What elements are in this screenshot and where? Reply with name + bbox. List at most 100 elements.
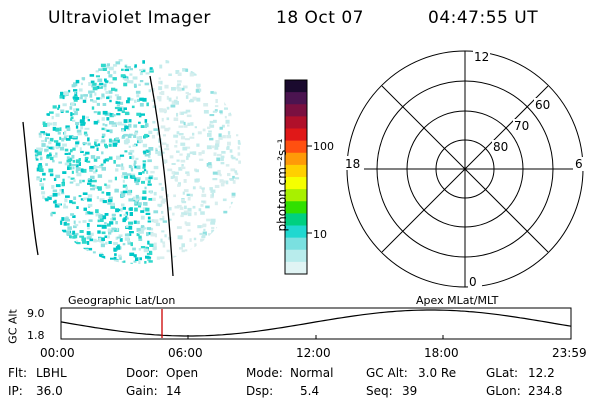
uv-speckle <box>181 201 187 204</box>
uv-speckle <box>102 103 107 106</box>
uv-speckle <box>41 143 46 147</box>
uv-speckle <box>99 198 105 202</box>
uv-speckle <box>192 205 196 209</box>
uv-speckle <box>210 221 216 225</box>
uv-speckle <box>95 209 99 213</box>
uv-speckle <box>185 91 189 95</box>
uv-speckle <box>229 178 234 181</box>
uv-speckle <box>208 164 213 169</box>
uv-speckle <box>197 225 202 229</box>
uv-speckle <box>101 166 106 171</box>
uv-speckle <box>55 174 61 179</box>
uv-speckle <box>126 173 132 176</box>
uv-speckle <box>220 157 224 162</box>
xtick-18-00: 18:00 <box>424 346 459 360</box>
uv-speckle <box>97 78 103 83</box>
polar-plot: 12 6 0 18 60 70 80 <box>344 50 587 289</box>
uv-speckle <box>236 134 239 137</box>
uv-speckle <box>180 214 184 218</box>
uv-speckle <box>80 123 86 126</box>
uv-speckle <box>206 145 212 150</box>
uv-speckle <box>165 60 170 64</box>
uv-speckle <box>145 177 150 181</box>
uv-speckle <box>123 175 129 179</box>
uv-speckle <box>210 124 215 128</box>
uv-speckle <box>66 156 70 159</box>
uv-speckle <box>43 132 48 136</box>
uv-speckle <box>108 196 113 200</box>
uv-speckle <box>189 72 194 77</box>
uv-speckle <box>143 150 147 154</box>
uv-speckle <box>156 256 160 260</box>
time-label: 04:47:55 UT <box>428 8 539 28</box>
uv-speckle <box>138 235 142 239</box>
uv-speckle <box>57 192 61 196</box>
uv-speckle <box>144 154 150 157</box>
uv-speckle <box>135 257 139 261</box>
altitude-plot-right-title: Apex MLat/MLT <box>416 294 499 307</box>
uv-speckle <box>176 159 180 162</box>
uv-speckle <box>222 135 226 139</box>
uv-speckle <box>198 88 202 92</box>
uv-speckle <box>160 125 166 129</box>
uv-speckle <box>111 87 116 91</box>
uv-speckle <box>126 80 131 84</box>
uv-speckle <box>70 149 73 153</box>
uv-speckle <box>152 88 155 92</box>
uv-speckle <box>73 89 78 92</box>
uv-speckle <box>89 184 95 187</box>
uv-speckle <box>90 155 96 159</box>
uv-speckle <box>107 199 113 203</box>
uv-speckle <box>183 85 188 89</box>
uv-speckle <box>109 66 114 71</box>
uv-speckle <box>87 182 92 185</box>
uv-speckle <box>181 198 185 202</box>
colorbar-cell <box>285 80 307 93</box>
uv-speckle <box>96 196 99 200</box>
uv-speckle <box>215 140 220 144</box>
uv-speckle <box>190 71 195 74</box>
uv-speckle <box>175 140 178 144</box>
altitude-plot-frame <box>60 307 572 340</box>
uv-speckle <box>58 161 62 164</box>
uv-speckle <box>179 153 183 156</box>
uv-speckle <box>63 130 67 135</box>
uv-speckle <box>208 130 212 133</box>
uv-speckle <box>163 108 166 112</box>
uv-speckle <box>70 118 73 121</box>
uv-speckle <box>132 175 135 179</box>
uv-speckle <box>159 108 164 113</box>
uv-speckle <box>234 177 240 180</box>
uv-speckle <box>143 227 147 230</box>
altitude-ytick-9: 9.0 <box>27 307 45 320</box>
uv-speckle <box>177 80 182 83</box>
uv-speckle <box>146 170 149 174</box>
uv-speckle <box>133 160 137 164</box>
uv-speckle <box>136 233 140 237</box>
uv-speckle <box>51 211 56 215</box>
uv-speckle <box>75 242 81 245</box>
uv-speckle <box>82 99 87 103</box>
uv-speckle <box>145 255 150 259</box>
uv-speckle <box>68 135 74 139</box>
uv-speckle <box>216 153 222 157</box>
uv-speckle <box>89 93 93 98</box>
uv-speckle <box>46 154 50 159</box>
uv-speckle <box>55 142 61 147</box>
uv-speckle <box>222 198 227 202</box>
uv-speckle <box>119 256 122 260</box>
uv-speckle <box>46 145 49 148</box>
uv-speckle <box>176 85 180 89</box>
uv-speckle <box>44 148 49 152</box>
uv-speckle <box>128 225 133 230</box>
uv-speckle <box>158 205 162 208</box>
uv-speckle <box>111 213 116 216</box>
uv-speckle <box>96 239 100 242</box>
uv-speckle <box>75 108 80 111</box>
uv-speckle <box>149 69 154 73</box>
uv-speckle <box>117 107 122 112</box>
uv-speckle <box>82 220 87 223</box>
uv-speckle <box>138 260 141 264</box>
uv-speckle <box>104 213 109 216</box>
colorbar-cell <box>285 116 307 130</box>
